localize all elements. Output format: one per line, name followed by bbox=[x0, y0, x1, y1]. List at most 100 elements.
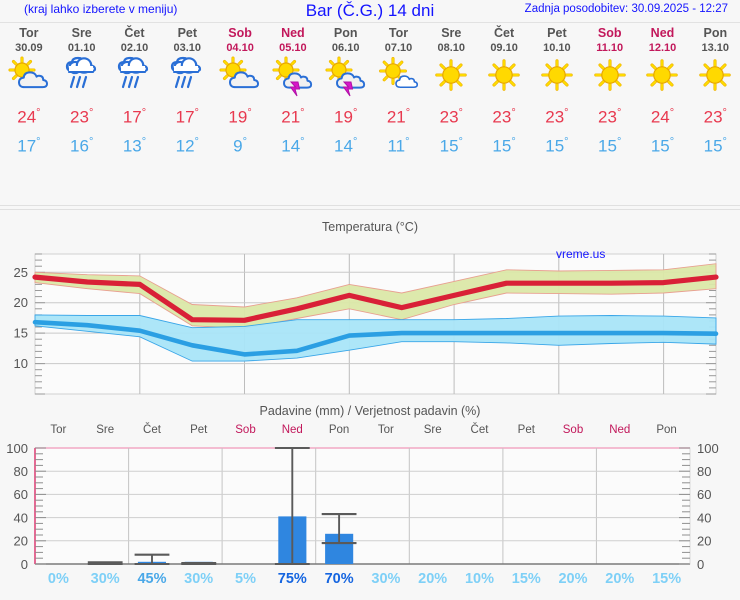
precipitation-svg: 100 100 80 80 60 60 40 40 20 20 0 0 bbox=[6, 442, 719, 572]
header-divider bbox=[0, 22, 740, 23]
rain-icon bbox=[55, 56, 108, 100]
sun-icon bbox=[478, 56, 531, 100]
day-column-tor-3009[interactable]: Tor 30.09 24° 17° bbox=[3, 26, 56, 158]
day-column-tor-0710[interactable]: Tor 07.10 21° 11° bbox=[372, 26, 425, 158]
day-date: 13.10 bbox=[701, 42, 730, 54]
precip-day-labels: Tor Sre Čet Pet Sob Ned Pon Tor Sre Čet Pet Sob Ned P… bbox=[0, 424, 740, 440]
day-column-pon-1310[interactable]: Pon 13.10 23° 15° bbox=[689, 26, 740, 158]
day-column-čet-0910[interactable]: Čet 09.10 23° 15° bbox=[478, 26, 531, 158]
day-name: Čet bbox=[124, 26, 145, 40]
precip-probability-label: 20% bbox=[418, 571, 448, 587]
precipitation-chart-title: Padavine (mm) / Verjetnost padavin (%) bbox=[259, 404, 481, 418]
daily-forecast-strip: Tor 30.09 24° 17° Sre 01.10 23° 16° Čet 02.10 bbox=[0, 26, 740, 201]
day-name: Sob bbox=[597, 26, 622, 40]
precip-probability-label: 15% bbox=[511, 571, 541, 587]
sun-cloud-icon bbox=[214, 56, 267, 100]
location-hint: (kraj lahko izberete v meniju) bbox=[24, 2, 178, 16]
precip-probability-label: 30% bbox=[90, 571, 120, 587]
max-temperature: 24° bbox=[17, 107, 41, 127]
sun-icon bbox=[689, 56, 740, 100]
max-temperature: 19° bbox=[334, 107, 358, 127]
day-column-ned-0510[interactable]: Ned 05.10 21° 14° bbox=[267, 26, 320, 158]
min-temperature: 17° bbox=[17, 135, 41, 156]
page-header: (kraj lahko izberete v meniju) Bar (Č.G.… bbox=[0, 0, 740, 22]
min-temperature: 14° bbox=[334, 135, 358, 156]
precip-probability-label: 20% bbox=[605, 571, 635, 587]
min-temperature: 11° bbox=[387, 135, 410, 156]
day-column-pet-0310[interactable]: Pet 03.10 17° 12° bbox=[161, 26, 214, 158]
day-column-čet-0210[interactable]: Čet 02.10 17° 13° bbox=[108, 26, 161, 158]
sun-icon bbox=[636, 56, 689, 100]
day-column-sob-1110[interactable]: Sob 11.10 23° 15° bbox=[583, 26, 636, 158]
svg-text:20: 20 bbox=[14, 534, 28, 549]
min-temperature: 15° bbox=[439, 135, 463, 156]
max-temperature: 23° bbox=[439, 107, 463, 127]
min-temperature: 9° bbox=[233, 135, 248, 156]
svg-text:100: 100 bbox=[697, 442, 719, 456]
precip-day-label: Pet bbox=[190, 424, 208, 436]
day-name: Pon bbox=[333, 26, 358, 40]
rain-icon bbox=[161, 56, 214, 100]
min-temperature: 12° bbox=[175, 135, 199, 156]
temperature-chart-title: Temperatura (°C) bbox=[322, 220, 418, 234]
svg-text:20: 20 bbox=[14, 295, 28, 310]
day-column-sob-0410[interactable]: Sob 04.10 19° 9° bbox=[214, 26, 267, 158]
day-date: 01.10 bbox=[67, 42, 96, 54]
min-temperature: 15° bbox=[492, 135, 516, 156]
precip-probability-label: 5% bbox=[235, 571, 256, 587]
vreme-us-watermark-link[interactable]: vreme.us bbox=[556, 247, 606, 261]
precip-day-label: Pon bbox=[656, 424, 677, 436]
day-column-sre-0810[interactable]: Sre 08.10 23° 15° bbox=[425, 26, 478, 158]
precip-probability-label: 30% bbox=[184, 571, 214, 587]
day-date: 06.10 bbox=[331, 42, 360, 54]
precip-day-label: Sre bbox=[96, 424, 115, 436]
svg-text:0: 0 bbox=[21, 557, 28, 572]
precip-day-label: Tor bbox=[50, 424, 67, 436]
day-name: Sob bbox=[228, 26, 252, 40]
sun-smallcloud-icon bbox=[372, 56, 425, 100]
svg-text:60: 60 bbox=[14, 487, 28, 502]
precip-day-label: Tor bbox=[377, 424, 394, 436]
precip-probability-label: 0% bbox=[47, 571, 69, 587]
day-name: Čet bbox=[494, 26, 515, 40]
svg-text:0: 0 bbox=[697, 557, 704, 572]
day-name: Ned bbox=[281, 26, 305, 40]
day-date: 09.10 bbox=[490, 42, 518, 54]
sun-storm-icon bbox=[267, 56, 320, 100]
min-temperature: 16° bbox=[70, 135, 94, 156]
precipitation-plot: 100 100 80 80 60 60 40 40 20 20 0 0 bbox=[0, 442, 740, 572]
precip-day-label: Sob bbox=[562, 424, 584, 436]
sun-icon bbox=[425, 56, 478, 100]
day-date: 12.10 bbox=[648, 42, 677, 54]
max-temperature: 24° bbox=[650, 107, 675, 127]
temperature-chart-block: Temperatura (°C) 10 15 20 25 vreme.us bbox=[0, 220, 740, 400]
min-temperature: 15° bbox=[545, 135, 569, 156]
day-date: 11.10 bbox=[596, 42, 624, 54]
page-title: Bar (Č.G.) 14 dni bbox=[305, 1, 435, 20]
last-updated: Zadnja posodobitev: 30.09.2025 - 12:27 bbox=[524, 3, 728, 15]
day-column-sre-0110[interactable]: Sre 01.10 23° 16° bbox=[55, 26, 108, 158]
precip-probability-label: 30% bbox=[371, 571, 401, 587]
day-name: Tor bbox=[19, 26, 39, 40]
max-temperature: 23° bbox=[492, 107, 516, 127]
day-column-ned-1210[interactable]: Ned 12.10 24° 15° bbox=[636, 26, 689, 158]
temperature-plot: 10 15 20 25 bbox=[0, 236, 740, 400]
day-date: 02.10 bbox=[120, 42, 149, 54]
svg-text:25: 25 bbox=[14, 265, 28, 280]
svg-text:40: 40 bbox=[697, 510, 711, 525]
day-date: 05.10 bbox=[279, 42, 307, 54]
day-name: Sre bbox=[71, 26, 92, 40]
precip-day-label: Pet bbox=[517, 424, 535, 436]
day-name: Ned bbox=[650, 26, 675, 40]
day-column-pon-0610[interactable]: Pon 06.10 19° 14° bbox=[319, 26, 372, 158]
max-temperature: 17° bbox=[175, 107, 199, 127]
max-temperature: 23° bbox=[545, 107, 569, 127]
section-divider-top bbox=[0, 205, 740, 206]
day-column-pet-1010[interactable]: Pet 10.10 23° 15° bbox=[531, 26, 584, 158]
day-name: Sre bbox=[441, 26, 462, 40]
min-temperature: 13° bbox=[122, 135, 147, 156]
sun-storm-icon bbox=[319, 56, 372, 100]
svg-text:20: 20 bbox=[697, 534, 711, 549]
svg-text:80: 80 bbox=[14, 464, 28, 479]
